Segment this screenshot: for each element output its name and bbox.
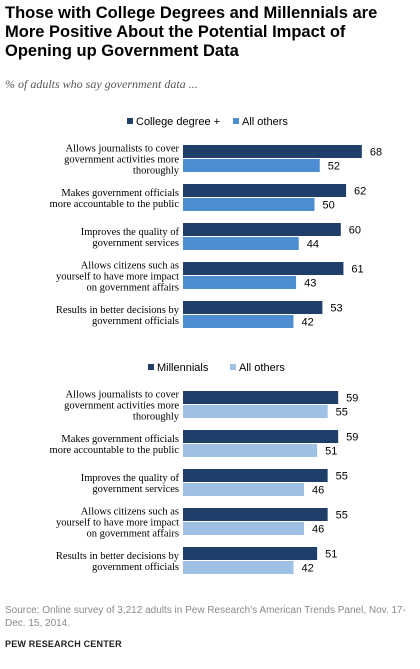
bar-chart-college: College degree + All others Allows journal… [0, 112, 420, 342]
category-label-millennials-1-1: more accountable to the public [50, 445, 180, 456]
bar-millennials-4-1 [183, 561, 294, 574]
value-label-college-3-0: 61 [351, 264, 363, 276]
category-label-college-1-0: Makes government officials [61, 188, 179, 199]
category-label-millennials-2-0: Improves the quality of [81, 473, 180, 484]
value-label-college-2-0: 60 [349, 225, 361, 237]
category-label-college-0-2: thoroughly [133, 166, 180, 177]
bar-millennials-4-0 [183, 547, 318, 560]
category-label-millennials-3-2: on government affairs [86, 529, 179, 540]
value-label-millennials-2-0: 55 [336, 471, 348, 483]
legend-swatch-college-1 [233, 118, 239, 124]
value-label-college-3-1: 43 [304, 278, 316, 290]
value-label-millennials-1-1: 51 [325, 446, 337, 458]
value-label-college-0-0: 68 [370, 147, 382, 159]
legend-label-millennials-0: Millennials [157, 362, 209, 374]
legend-swatch-millennials-0 [148, 364, 154, 370]
legend-label-college-1: All others [242, 116, 288, 128]
bar-millennials-2-0 [183, 469, 328, 482]
category-label-millennials-2-1: government services [92, 484, 179, 495]
bar-college-2-0 [183, 223, 341, 236]
value-label-millennials-1-0: 59 [346, 432, 358, 444]
bar-millennials-0-0 [183, 391, 339, 404]
bar-college-0-1 [183, 159, 320, 172]
value-label-college-1-1: 50 [323, 200, 335, 212]
bar-college-1-0 [183, 184, 347, 197]
chart-svg-college: College degree + All others Allows journal… [50, 116, 383, 329]
bar-college-4-0 [183, 301, 323, 314]
value-label-millennials-3-1: 46 [312, 524, 324, 536]
bar-millennials-2-1 [183, 483, 304, 496]
value-label-college-4-0: 53 [330, 303, 342, 315]
value-label-college-4-1: 42 [301, 317, 313, 329]
category-label-millennials-4-0: Results in better decisions by [56, 551, 180, 562]
category-label-millennials-3-1: yourself to have more impact [56, 518, 179, 529]
organization-credit: PEW RESEARCH CENTER [5, 639, 122, 649]
category-label-college-0-1: government activities more [64, 155, 179, 166]
category-label-millennials-0-1: government activities more [64, 401, 179, 412]
category-label-millennials-1-0: Makes government officials [61, 434, 179, 445]
bar-college-0-0 [183, 145, 362, 158]
bar-college-1-1 [183, 198, 315, 211]
chart-title: Those with College Degrees and Millennia… [5, 4, 378, 60]
bar-college-3-1 [183, 276, 297, 289]
bar-college-4-1 [183, 315, 294, 328]
category-label-college-0-0: Allows journalists to cover [66, 144, 180, 155]
category-label-college-3-2: on government affairs [86, 283, 179, 294]
value-label-millennials-0-0: 59 [346, 393, 358, 405]
bar-college-2-1 [183, 237, 299, 250]
category-label-college-3-1: yourself to have more impact [56, 272, 179, 283]
category-label-millennials-0-2: thoroughly [133, 412, 180, 423]
source-note: Source: Online survey of 3,212 adults in… [5, 605, 406, 629]
bar-chart-millennials: Millennials All others Allows journalists … [0, 358, 420, 588]
value-label-millennials-4-1: 42 [301, 563, 313, 575]
category-label-college-2-0: Improves the quality of [81, 227, 180, 238]
legend-swatch-college-0 [127, 118, 133, 124]
legend-swatch-millennials-1 [230, 364, 236, 370]
category-label-millennials-3-0: Allows citizens such as [81, 507, 179, 518]
category-label-college-3-0: Allows citizens such as [81, 261, 179, 272]
chart-svg-millennials: Millennials All others Allows journalists … [50, 362, 359, 575]
value-label-college-0-1: 52 [328, 161, 340, 173]
category-label-millennials-4-1: government officials [92, 562, 179, 573]
value-label-college-1-0: 62 [354, 186, 366, 198]
category-label-college-2-1: government services [92, 238, 179, 249]
category-label-college-4-1: government officials [92, 316, 179, 327]
value-label-millennials-0-1: 55 [336, 407, 348, 419]
value-label-millennials-4-0: 51 [325, 549, 337, 561]
bar-millennials-3-1 [183, 522, 304, 535]
value-label-college-2-1: 44 [307, 239, 319, 251]
bar-millennials-1-1 [183, 444, 318, 457]
category-label-college-4-0: Results in better decisions by [56, 305, 180, 316]
bar-millennials-3-0 [183, 508, 328, 521]
value-label-millennials-2-1: 46 [312, 485, 324, 497]
category-label-millennials-0-0: Allows journalists to cover [66, 390, 180, 401]
legend-label-millennials-1: All others [239, 362, 285, 374]
bar-college-3-0 [183, 262, 344, 275]
category-label-college-1-1: more accountable to the public [50, 199, 180, 210]
value-label-millennials-3-0: 55 [336, 510, 348, 522]
legend-label-college-0: College degree + [136, 116, 220, 128]
bar-millennials-1-0 [183, 430, 339, 443]
bar-millennials-0-1 [183, 405, 328, 418]
chart-subtitle: % of adults who say government data ... [5, 77, 198, 91]
